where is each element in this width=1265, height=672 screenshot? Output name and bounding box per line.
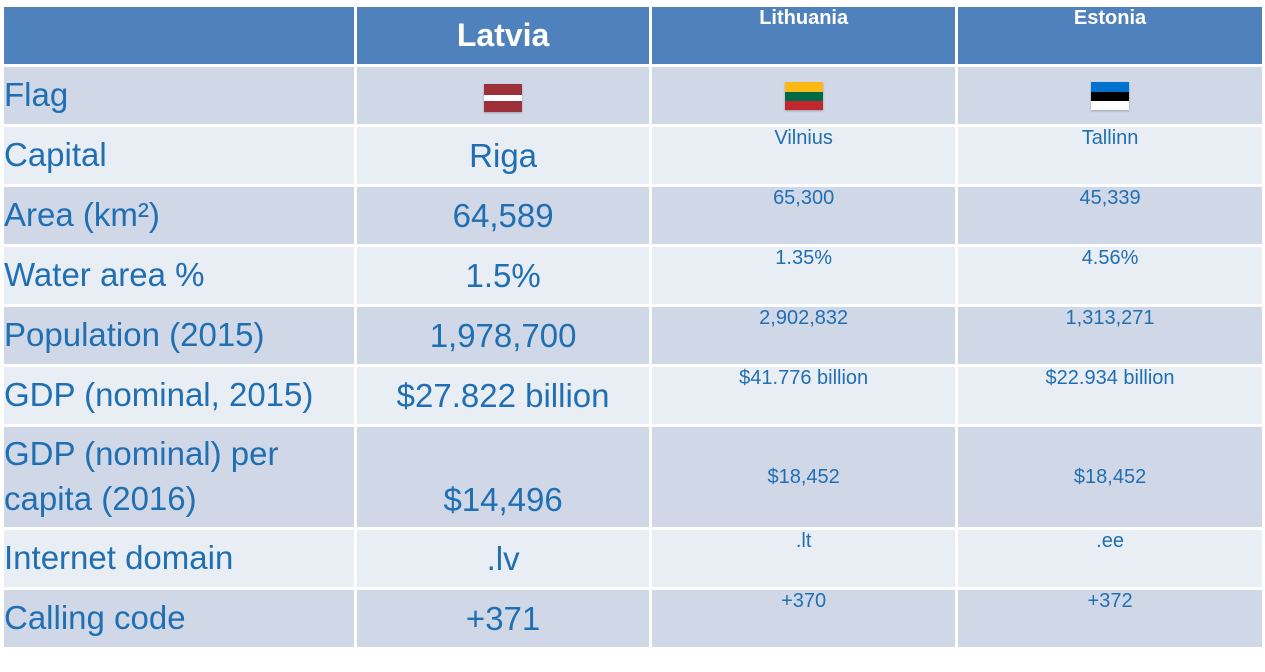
header-estonia: Estonia — [958, 7, 1262, 64]
lithuania-flag-icon — [784, 81, 823, 110]
lithuania-value: 2,902,832 — [652, 307, 956, 364]
baltic-comparison-table: Latvia Lithuania Estonia Flag Capital Ri… — [1, 4, 1265, 650]
latvia-value: .lv — [356, 530, 650, 587]
estonia-value: Tallinn — [958, 127, 1262, 184]
estonia-flag-icon — [1091, 81, 1130, 110]
row-label: Flag — [4, 67, 354, 124]
estonia-value: $18,452 — [958, 427, 1262, 527]
row-label: Area (km²) — [4, 187, 354, 244]
table-row-calling-code: Calling code +371 +370 +372 — [4, 590, 1262, 647]
row-label-line1: GDP (nominal) per — [4, 435, 279, 473]
estonia-value: $22.934 billion — [958, 367, 1262, 424]
lithuania-value: .lt — [652, 530, 956, 587]
table-row-population: Population (2015) 1,978,700 2,902,832 1,… — [4, 307, 1262, 364]
row-label: Calling code — [4, 590, 354, 647]
lithuania-value: $41.776 billion — [652, 367, 956, 424]
table-row-capital: Capital Riga Vilnius Tallinn — [4, 127, 1262, 184]
row-label: Population (2015) — [4, 307, 354, 364]
table-row-water-area: Water area % 1.5% 1.35% 4.56% — [4, 247, 1262, 304]
latvia-flag-icon — [484, 83, 523, 112]
latvia-flag-cell — [356, 67, 650, 124]
estonia-value: +372 — [958, 590, 1262, 647]
header-blank-cell — [4, 7, 354, 64]
table-row-gdp-per-capita: GDP (nominal) per capita (2016) $14,496 … — [4, 427, 1262, 527]
latvia-value: 1,978,700 — [356, 307, 650, 364]
estonia-flag-cell — [958, 67, 1262, 124]
lithuania-value: +370 — [652, 590, 956, 647]
row-label: GDP (nominal) per capita (2016) — [4, 427, 354, 527]
header-lithuania: Lithuania — [652, 7, 956, 64]
header-row: Latvia Lithuania Estonia — [4, 7, 1262, 64]
table-row-flag: Flag — [4, 67, 1262, 124]
latvia-value: +371 — [356, 590, 650, 647]
row-label: Internet domain — [4, 530, 354, 587]
latvia-value: $27.822 billion — [356, 367, 650, 424]
lithuania-value: 1.35% — [652, 247, 956, 304]
lithuania-value: 65,300 — [652, 187, 956, 244]
latvia-value: Riga — [356, 127, 650, 184]
lithuania-flag-cell — [652, 67, 956, 124]
latvia-value: 1.5% — [356, 247, 650, 304]
row-label-line2: capita (2016) — [4, 480, 197, 517]
latvia-value: $14,496 — [356, 427, 650, 527]
estonia-value: .ee — [958, 530, 1262, 587]
table-row-internet-domain: Internet domain .lv .lt .ee — [4, 530, 1262, 587]
row-label: Water area % — [4, 247, 354, 304]
row-label: GDP (nominal, 2015) — [4, 367, 354, 424]
row-label: Capital — [4, 127, 354, 184]
estonia-value: 45,339 — [958, 187, 1262, 244]
estonia-value: 1,313,271 — [958, 307, 1262, 364]
table-row-gdp-nominal: GDP (nominal, 2015) $27.822 billion $41.… — [4, 367, 1262, 424]
estonia-value: 4.56% — [958, 247, 1262, 304]
table-row-area: Area (km²) 64,589 65,300 45,339 — [4, 187, 1262, 244]
lithuania-value: $18,452 — [652, 427, 956, 527]
lithuania-value: Vilnius — [652, 127, 956, 184]
latvia-value: 64,589 — [356, 187, 650, 244]
header-latvia: Latvia — [356, 7, 650, 64]
